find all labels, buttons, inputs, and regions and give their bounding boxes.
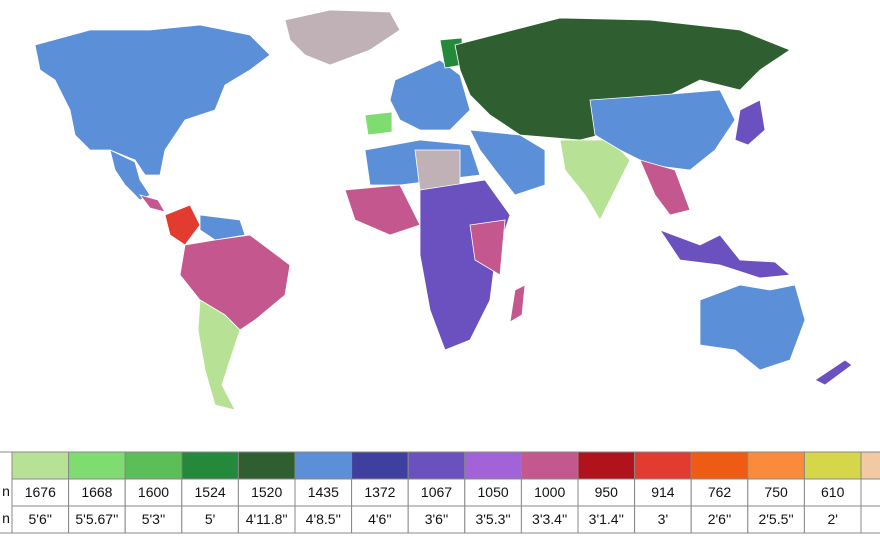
color-swatch	[68, 451, 126, 480]
table-cell	[520, 505, 579, 534]
gauge-mm: 1372	[364, 484, 395, 500]
gauge-mm: 1524	[195, 484, 226, 500]
west-africa	[344, 184, 421, 236]
gauge-mm: 950	[595, 484, 619, 500]
indonesia	[658, 229, 791, 279]
color-swatch	[464, 451, 522, 480]
europe	[389, 59, 471, 131]
middle-east	[469, 129, 546, 196]
gauge-ft: 5'	[205, 511, 215, 527]
gauge-mm: 914	[651, 484, 675, 500]
gauge-ft: 3'3.4''	[532, 511, 567, 527]
argentina-chile	[197, 299, 241, 411]
table-cell	[860, 478, 880, 507]
gauge-ft: 4'6''	[368, 511, 392, 527]
gauge-ft: 5'3''	[142, 511, 166, 527]
gauge-ft: 3'5.3''	[475, 511, 510, 527]
gauge-ft: 2'6''	[708, 511, 732, 527]
table-cell	[860, 505, 880, 534]
color-swatch	[634, 451, 692, 480]
gauge-mm: 750	[764, 484, 788, 500]
color-swatch	[181, 451, 239, 480]
color-swatch	[11, 451, 70, 480]
madagascar	[509, 284, 526, 323]
australia	[699, 284, 806, 371]
color-swatch	[407, 451, 466, 480]
table-cell	[464, 478, 522, 507]
table-cell	[634, 478, 692, 507]
gauge-mm: 1668	[81, 484, 112, 500]
table-cell	[181, 505, 239, 534]
iberia	[364, 111, 393, 136]
color-swatch	[803, 451, 862, 480]
table-cell	[124, 505, 183, 534]
gauge-ft: 4'11.8''	[246, 511, 288, 527]
gauge-ft: 3'1.4''	[589, 511, 624, 527]
gauge-mm: 1600	[138, 484, 169, 500]
color-swatch	[747, 451, 805, 480]
gauge-ft: 4'8.5''	[306, 511, 341, 527]
color-swatch	[577, 451, 636, 480]
gauge-mm: 1050	[478, 484, 509, 500]
table-cell	[124, 478, 183, 507]
color-swatch	[294, 451, 353, 480]
brazil	[179, 234, 291, 331]
row-label: n	[2, 510, 10, 526]
color-swatch	[520, 451, 579, 480]
table-cell	[634, 505, 692, 534]
gauge-ft: 2'	[827, 511, 837, 527]
table-cell	[407, 505, 466, 534]
gauge-mm: 610	[821, 484, 845, 500]
table-cell	[520, 478, 579, 507]
gauge-mm: 1520	[251, 484, 282, 500]
central-america	[138, 194, 166, 213]
table-cell	[803, 505, 862, 534]
gauge-ft: 5'6''	[29, 511, 53, 527]
gauge-mm: 1435	[308, 484, 339, 500]
table-cell	[11, 478, 70, 507]
gauge-mm: 1000	[534, 484, 565, 500]
row-label: n	[2, 483, 10, 499]
southeast-asia	[639, 159, 691, 216]
table-cell	[351, 505, 409, 534]
sahara	[414, 149, 461, 191]
east-africa	[469, 219, 506, 276]
table-cell	[577, 478, 636, 507]
india	[559, 139, 631, 221]
gauge-mm: 1067	[421, 484, 452, 500]
gauge-ft: 3'6''	[425, 511, 449, 527]
table-cell	[577, 505, 636, 534]
japan	[734, 99, 766, 146]
venezuela	[199, 214, 246, 241]
table-cell	[181, 478, 239, 507]
russia	[454, 17, 791, 141]
gauge-mm: 1676	[25, 484, 56, 500]
gauge-ft: 5'5.67''	[75, 511, 118, 527]
table-cell	[351, 478, 409, 507]
color-swatch	[690, 451, 749, 480]
china	[589, 89, 736, 171]
gauge-legend-table: nn 1676 5'6'' 1668 5'5.67'' 1600 5'3'' 1524 5' 15…	[0, 451, 880, 534]
gauge-mm: 762	[708, 484, 732, 500]
colombia	[164, 204, 201, 246]
color-swatch	[860, 451, 880, 480]
gauge-ft: 2'5.5''	[758, 511, 793, 527]
greenland	[284, 9, 401, 66]
new-zealand	[814, 359, 853, 386]
table-cell	[237, 478, 296, 507]
north-america	[34, 24, 271, 176]
color-swatch	[124, 451, 183, 480]
gauge-ft: 3'	[658, 511, 668, 527]
world-map	[34, 9, 853, 411]
color-swatch	[237, 451, 296, 480]
color-swatch	[351, 451, 409, 480]
